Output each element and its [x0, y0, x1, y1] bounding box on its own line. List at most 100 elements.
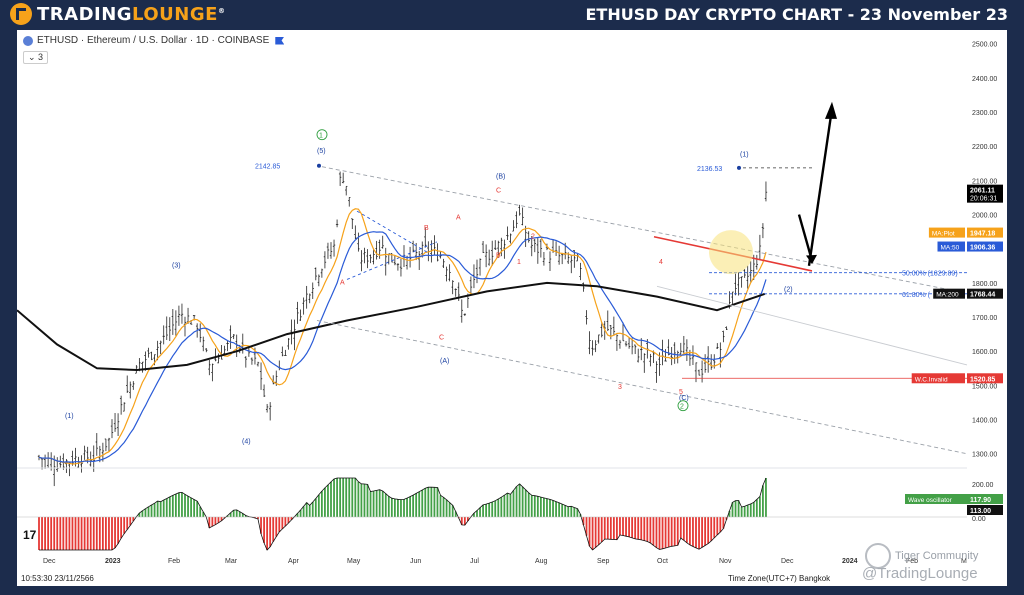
arrow-up-head [825, 101, 837, 119]
wave-label: (5) [317, 148, 326, 155]
pivot-point-2142 [317, 163, 321, 168]
wave-label: 1 [517, 259, 521, 266]
x-axis-tick-label: Nov [719, 558, 732, 565]
wave-b-dashed [356, 210, 428, 253]
ma-200-line [17, 281, 766, 372]
x-axis-tick-label: Dec [43, 558, 56, 565]
oscillator-name-bg [905, 494, 967, 504]
wave-label: A [340, 280, 345, 287]
level-label-2142: 2142.85 [255, 164, 280, 171]
price-tag-label-bg [937, 241, 965, 252]
wave-label: 2 [680, 404, 684, 411]
oscillator-axis-label: 200.00 [972, 482, 994, 489]
brand-logo: TRADINGLOUNGE® [10, 3, 225, 25]
oscillator-axis-label: 0.00 [972, 516, 986, 523]
price-tag-label-bg [928, 227, 965, 238]
x-axis-tick-label: M [961, 558, 967, 565]
wave-label: C [496, 187, 501, 194]
level-label-2136: 2136.53 [697, 166, 722, 173]
chart-panel[interactable]: 2500.00 2400.00 2300.00 2200.00 2100.00 2000.… [17, 30, 1007, 586]
y-axis-tick-label: 2200.00 [972, 144, 997, 151]
symbol-info[interactable]: ETHUSD · Ethereum / U.S. Dollar · 1D · C… [23, 35, 285, 46]
oscillator-line [39, 477, 767, 551]
arrow-up-line [807, 115, 833, 266]
price-tag-bg [967, 373, 1003, 384]
brand-logo-icon [10, 3, 32, 25]
wave-label: 5 [679, 389, 683, 396]
x-axis-tick-label: 2023 [105, 558, 121, 565]
brand-name: TRADINGLOUNGE® [37, 3, 226, 25]
tradingview-logo: 17 [23, 528, 37, 542]
watermark-tradinglounge: @TradingLounge [862, 565, 978, 582]
price-tag-value: 1768.44 [970, 292, 995, 299]
x-axis-tick-label: Apr [288, 558, 300, 565]
symbol-line: ETHUSD · Ethereum / U.S. Dollar · 1D · C… [37, 35, 270, 46]
price-tag-bg [967, 241, 1003, 252]
x-axis-tick-label: Feb [168, 558, 180, 565]
y-axis-tick-label: 2000.00 [972, 213, 997, 220]
x-axis-tick-label: Jul [470, 558, 479, 565]
wave-label: (A) [440, 358, 449, 365]
oscillator-value-2: 113.00 [970, 508, 991, 515]
wave-label: (3) [172, 263, 181, 270]
price-tag-bg [967, 227, 1003, 238]
channel-upper-line [321, 166, 968, 294]
y-axis-tick-label: 1600.00 [972, 349, 997, 356]
oscillator-value-1-bg [967, 494, 1003, 504]
x-axis-tick-label: May [347, 558, 361, 565]
header-bar: TRADINGLOUNGE® ETHUSD DAY CRYPTO CHART -… [0, 0, 1024, 30]
price-tag-label: MA:Plot [932, 231, 955, 238]
watermark-tiger: Tiger Community [865, 543, 978, 569]
y-axis-tick-label: 1700.00 [972, 315, 997, 322]
channel-lower-line [316, 320, 968, 455]
wave-label: 2 [531, 233, 535, 240]
oscillator-value-2-bg [967, 505, 1003, 515]
y-axis-tick-label: 2100.00 [972, 178, 997, 185]
x-axis-tick-label: Aug [535, 558, 548, 565]
x-axis-tick-label: 2024 [842, 558, 858, 565]
y-axis-tick-label: 1300.00 [972, 452, 997, 459]
wave-label: B [496, 252, 501, 259]
indicator-toggle[interactable]: ⌄ 3 [23, 51, 49, 64]
x-axis-tick-label: Sep [597, 558, 610, 565]
ma-50-line [38, 231, 767, 463]
price-tag-value: 1947.18 [970, 231, 995, 238]
eth-logo-icon [23, 35, 33, 46]
price-tag-label: MA:50 [941, 245, 960, 252]
wave-label: (B) [496, 174, 505, 181]
y-axis-tick-label: 2300.00 [972, 110, 997, 117]
highlight-circle [709, 230, 753, 275]
price-tag-label-bg [911, 373, 965, 384]
price-tag-label: W.C.Invalid [915, 376, 948, 383]
wave-label-circle [677, 400, 689, 412]
timezone-selector[interactable]: Time Zone(UTC+7) Bangkok [728, 574, 831, 583]
arrow-down-head [806, 254, 817, 265]
price-tag-bg [967, 184, 1003, 203]
x-axis-tick-label: Mar [225, 558, 238, 565]
price-tag-value: 1906.36 [970, 245, 995, 252]
wave-label-circle [316, 129, 328, 141]
x-axis-tick-label: Feb [906, 558, 918, 565]
pivot-point-2136 [737, 165, 741, 170]
flag-icon [275, 36, 285, 45]
wave-a-dashed [346, 241, 438, 280]
price-chart-svg: 2500.002400.002300.002200.002100.002000.… [17, 42, 1003, 565]
trend-line-grey [656, 285, 968, 366]
wave-label: 1 [319, 133, 323, 140]
price-tag-bg [967, 288, 1003, 299]
x-axis-tick-label: Oct [657, 558, 668, 565]
fib-618-label: 61.80% ( [902, 292, 931, 299]
y-axis-tick-label: 1500.00 [972, 383, 997, 390]
ma-plot-line [38, 208, 767, 465]
wave-label: (C) [679, 395, 689, 402]
oscillator-name: Wave oscillator [908, 497, 953, 504]
wave-label: B [424, 225, 429, 232]
tiger-logo-icon [865, 543, 891, 569]
x-axis-tick-label: Dec [781, 558, 794, 565]
chart-title: ETHUSD DAY CRYPTO CHART - 23 November 23 [585, 5, 1009, 24]
wave-label: (1) [65, 413, 74, 420]
price-tag-label-bg [933, 288, 965, 299]
y-axis-tick-label: 2500.00 [972, 42, 997, 49]
price-tag-label: MA:200 [936, 292, 959, 299]
price-tag-value: 1520.85 [970, 376, 995, 383]
